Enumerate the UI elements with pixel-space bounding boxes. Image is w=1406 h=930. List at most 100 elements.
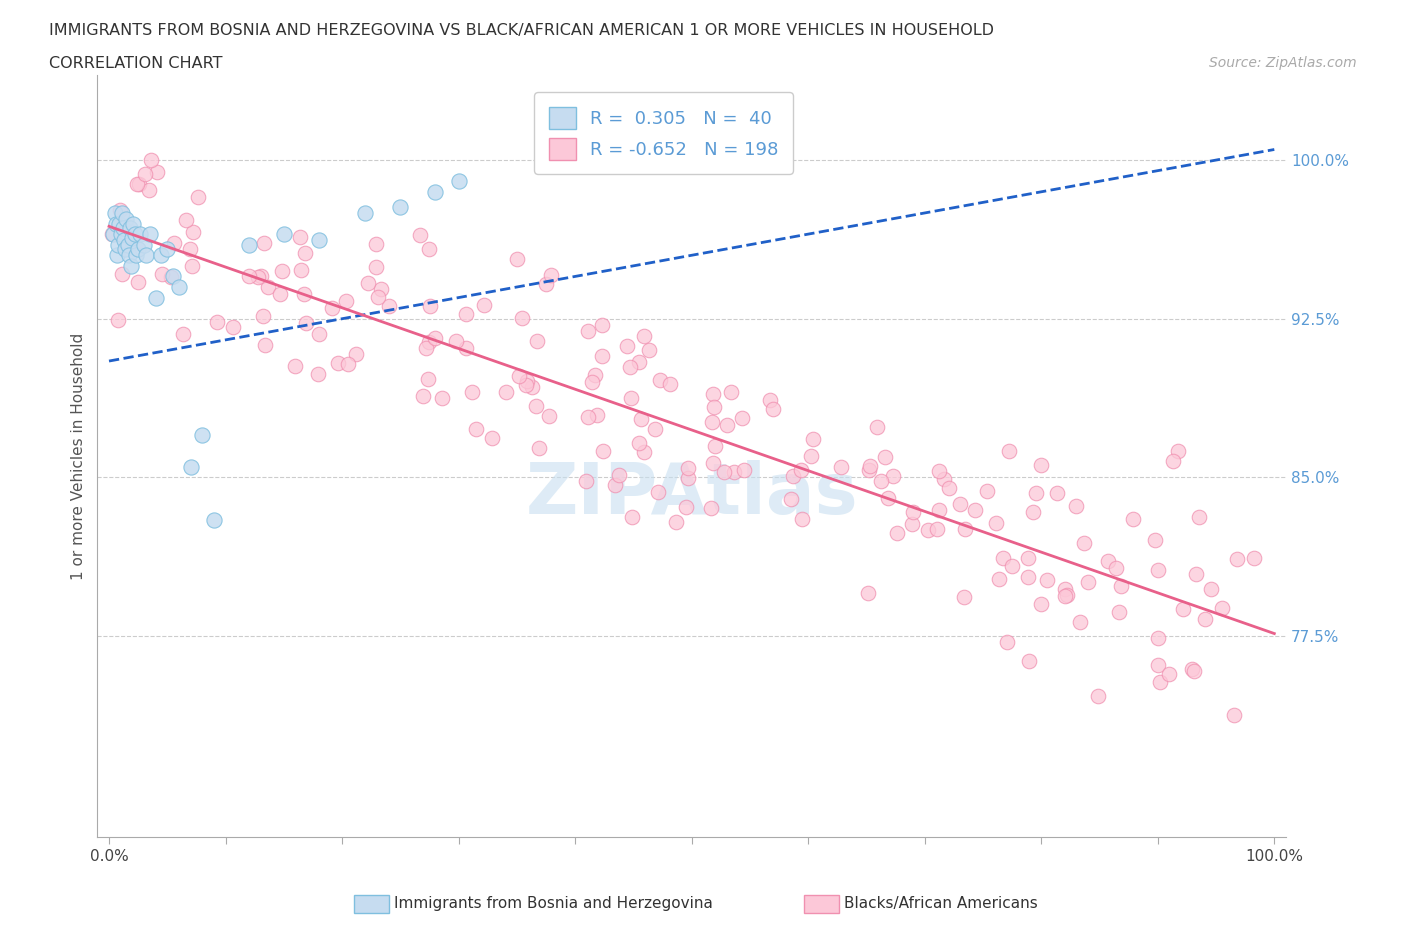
Point <box>830 459 852 474</box>
Point <box>273 227 295 242</box>
Text: Source: ZipAtlas.com: Source: ZipAtlas.com <box>1209 56 1357 70</box>
Point <box>456 340 478 355</box>
Point <box>139 153 162 167</box>
Point <box>1025 485 1047 500</box>
Point <box>619 360 641 375</box>
Point <box>870 473 893 488</box>
Point <box>759 392 782 407</box>
Point <box>1243 551 1265 565</box>
Point <box>118 220 141 235</box>
Point <box>1022 504 1045 519</box>
Point <box>246 270 269 285</box>
Point <box>591 317 613 332</box>
Point <box>1163 454 1185 469</box>
Point <box>917 523 939 538</box>
Point <box>925 522 948 537</box>
Point <box>108 203 131 218</box>
Point <box>162 269 184 284</box>
Point <box>713 465 735 480</box>
Point <box>181 224 204 239</box>
Point <box>335 294 357 309</box>
Point <box>160 270 183 285</box>
Point <box>135 247 157 262</box>
Point <box>790 462 813 477</box>
Point <box>269 286 291 301</box>
Point <box>703 399 725 414</box>
Point <box>112 233 135 248</box>
Point <box>252 309 274 324</box>
Point <box>110 227 132 242</box>
Point <box>1017 551 1039 565</box>
Point <box>1122 512 1144 526</box>
Point <box>665 515 688 530</box>
Point <box>464 422 486 437</box>
Point <box>238 237 260 252</box>
Point <box>412 389 434 404</box>
Point <box>529 441 551 456</box>
Legend: R =  0.305   N =  40, R = -0.652   N = 198: R = 0.305 N = 40, R = -0.652 N = 198 <box>534 92 793 174</box>
Point <box>953 522 976 537</box>
Point <box>702 456 724 471</box>
Point <box>167 280 190 295</box>
Point <box>179 242 201 257</box>
Point <box>538 409 561 424</box>
Point <box>678 460 700 475</box>
Point <box>1181 661 1204 676</box>
Point <box>1069 615 1091 630</box>
Point <box>1226 551 1249 566</box>
Point <box>367 289 389 304</box>
Point <box>180 459 202 474</box>
Y-axis label: 1 or more Vehicles in Household: 1 or more Vehicles in Household <box>72 333 86 580</box>
Point <box>638 343 661 358</box>
Text: Blacks/African Americans: Blacks/African Americans <box>844 896 1038 910</box>
Point <box>111 206 134 220</box>
Point <box>118 247 141 262</box>
Point <box>418 372 440 387</box>
Point <box>288 230 311 245</box>
Point <box>1053 589 1076 604</box>
Point <box>105 247 128 262</box>
Point <box>508 368 530 383</box>
Point <box>205 314 228 329</box>
Point <box>284 358 307 373</box>
Point <box>432 391 454 405</box>
Point <box>995 634 1018 649</box>
Point <box>1167 444 1189 458</box>
Point <box>308 233 330 248</box>
Point <box>326 355 349 370</box>
Point <box>605 478 627 493</box>
Point <box>1223 708 1246 723</box>
Point <box>134 167 156 182</box>
Point <box>495 384 517 399</box>
Point <box>1201 581 1223 596</box>
Point <box>187 190 209 205</box>
Point <box>586 408 609 423</box>
Point <box>101 226 124 241</box>
Point <box>294 246 316 260</box>
Point <box>121 231 143 246</box>
Point <box>1157 666 1180 681</box>
Point <box>510 311 533 325</box>
Point <box>124 227 146 242</box>
Point <box>877 491 900 506</box>
Point <box>792 512 814 526</box>
Point <box>506 251 529 266</box>
Point <box>336 357 359 372</box>
Point <box>174 213 197 228</box>
Point <box>583 368 606 383</box>
Point <box>117 237 139 252</box>
Point <box>423 331 446 346</box>
Point <box>122 216 145 231</box>
Point <box>254 338 277 352</box>
Point <box>1182 664 1205 679</box>
Point <box>1194 611 1216 626</box>
Point <box>1147 563 1170 578</box>
Point <box>1184 567 1206 582</box>
Point <box>536 276 558 291</box>
Point <box>949 497 972 512</box>
Point <box>882 469 904 484</box>
Point <box>1053 581 1076 596</box>
Point <box>581 375 603 390</box>
Point <box>419 299 441 313</box>
Point <box>633 445 655 459</box>
